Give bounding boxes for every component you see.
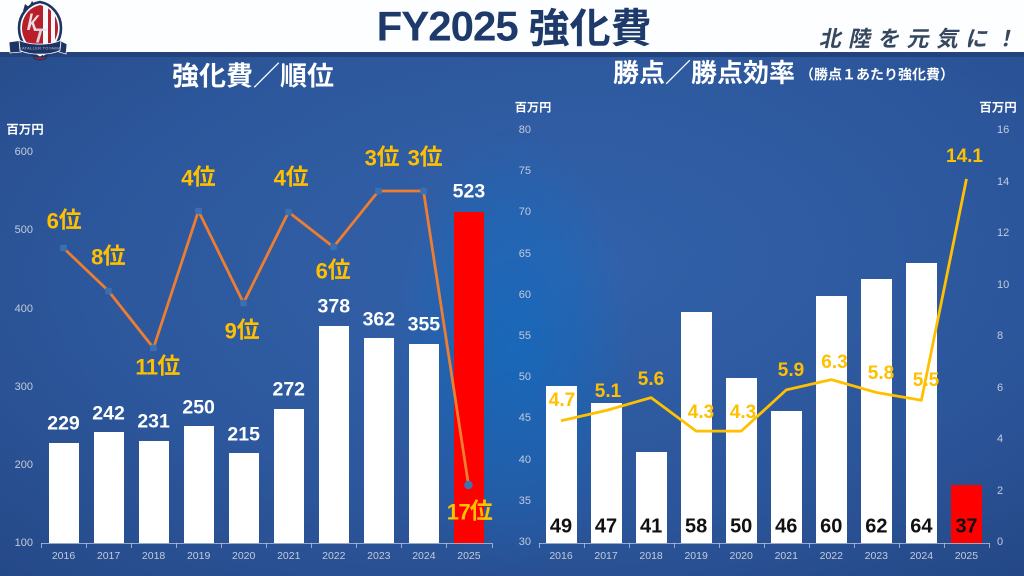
- svg-text:KATALLER TOYAMA: KATALLER TOYAMA: [19, 46, 61, 51]
